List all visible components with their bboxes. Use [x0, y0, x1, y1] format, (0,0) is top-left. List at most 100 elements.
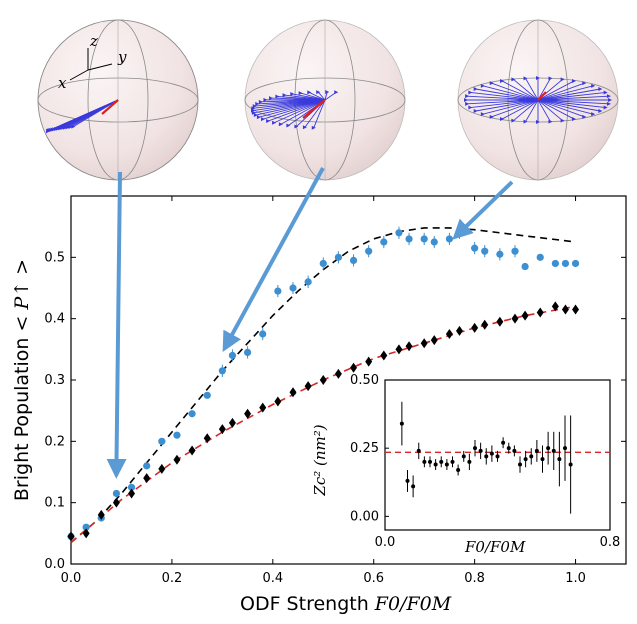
black-data-point	[203, 433, 211, 444]
bloch-vector	[475, 99, 539, 112]
bloch-vector	[537, 99, 606, 108]
inset-data-point	[512, 448, 517, 453]
bloch-vector-head	[473, 109, 478, 113]
inset-data-point	[439, 459, 444, 464]
bloch-vector-head	[334, 90, 339, 95]
black-data-point	[304, 381, 312, 392]
bloch-vector	[537, 99, 601, 112]
black-data-point	[536, 307, 544, 318]
bloch-vector	[537, 99, 563, 122]
bloch-vector-head	[511, 77, 516, 82]
black-data-point	[82, 528, 90, 539]
blue-data-point	[365, 247, 373, 255]
inset-y-tick-label: 0.50	[350, 373, 379, 388]
bloch-vector-head	[261, 117, 266, 122]
bloch-vector	[513, 78, 539, 101]
bloch-vector	[262, 99, 326, 120]
blue-data-point	[496, 250, 504, 258]
bloch-vector	[475, 88, 539, 101]
bloch-vector	[258, 99, 326, 118]
blue-data-point	[112, 489, 121, 498]
black-data-point	[471, 322, 479, 333]
black-data-point	[143, 473, 151, 484]
blue-data-point	[405, 235, 413, 243]
blue-data-point	[521, 262, 529, 271]
x-tick-label: 0.8	[464, 571, 485, 586]
bloch-vector-head	[253, 113, 258, 118]
bloch-vector-head	[256, 115, 261, 120]
bloch-vector	[470, 99, 539, 108]
bloch-vector-head	[468, 90, 473, 95]
bloch-vector	[491, 82, 539, 101]
black-data-point	[420, 338, 428, 349]
inset-data-point	[540, 457, 545, 462]
bloch-vector	[525, 78, 539, 101]
x-axis-label: ODF Strength F0/F0M	[240, 593, 452, 615]
inset-data-point	[557, 457, 562, 462]
bloch-vector-head	[307, 90, 312, 95]
inset-data-point	[484, 454, 489, 459]
inset-data-point	[489, 451, 494, 456]
bloch-vector-head	[511, 118, 516, 123]
bloch-vector	[537, 99, 594, 115]
bloch-vector	[537, 82, 585, 101]
x-axis-label-math: F0/F0M	[374, 593, 452, 615]
bloch-vector-head	[591, 112, 596, 117]
black-data-point	[289, 387, 297, 398]
bloch-vector-head	[290, 91, 295, 96]
bloch-vector	[482, 85, 539, 101]
y-axis-label-text: Bright Population	[11, 338, 33, 502]
inset-data-point	[399, 421, 404, 426]
bloch-sphere-2	[244, 19, 406, 181]
bloch-vector	[537, 99, 575, 120]
inset-data-point	[456, 468, 461, 472]
bloch-vector-head	[46, 129, 51, 134]
bloch-vector-head	[464, 98, 468, 102]
bloch-vector-head	[560, 118, 565, 123]
blue-data-point	[173, 431, 181, 439]
bloch-vector	[470, 92, 539, 101]
bloch-vector-head	[603, 90, 608, 95]
blue-data-point	[289, 284, 297, 292]
bloch-vector	[280, 99, 326, 125]
inset-data-point	[422, 459, 427, 464]
blue-data-point	[511, 247, 519, 255]
y-tick-label: 0.5	[44, 250, 65, 265]
inset-data-point	[546, 446, 551, 451]
axis-label-y: y	[117, 48, 127, 66]
bloch-vector	[482, 99, 539, 115]
bloch-vector-head	[258, 99, 263, 104]
bloch-vector	[537, 99, 585, 118]
bloch-vector-head	[500, 117, 504, 122]
inset-data-point	[501, 440, 506, 445]
inset-y-tick-label: 0.00	[350, 509, 379, 524]
inset-data-point	[523, 457, 528, 462]
bloch-vector-head	[598, 109, 603, 113]
bloch-vector-head	[252, 104, 257, 109]
bloch-vector-head	[572, 78, 576, 83]
mean-vector	[302, 99, 326, 119]
sphere-1-vectors	[46, 99, 119, 134]
pointer-arrows	[106, 167, 514, 479]
bloch-vector-head	[582, 114, 587, 119]
mean-vector	[101, 99, 119, 115]
y-axis-label: Bright Population < P↑ >	[11, 259, 33, 501]
inset-axis-ticks: 0.0 0.8 0.00 0.25 0.50	[350, 373, 620, 550]
bloch-vector-head	[548, 119, 553, 124]
bloch-vector	[273, 99, 326, 124]
black-data-point	[405, 341, 413, 352]
blue-data-point	[82, 523, 90, 531]
bloch-vector-head	[591, 83, 596, 88]
y-tick-label: 0.4	[44, 312, 65, 327]
black-data-point	[274, 396, 282, 407]
bloch-vector-head	[286, 123, 291, 128]
inset-data-point	[411, 484, 416, 489]
black-data-point	[350, 362, 358, 373]
bloch-vector	[501, 80, 539, 101]
bloch-vector-head	[465, 94, 470, 99]
bloch-vector-head	[489, 114, 494, 119]
bloch-vector-head	[606, 101, 611, 106]
blue-data-point	[243, 348, 252, 356]
inset-data-point	[563, 446, 567, 451]
inset-data-point	[529, 454, 534, 459]
